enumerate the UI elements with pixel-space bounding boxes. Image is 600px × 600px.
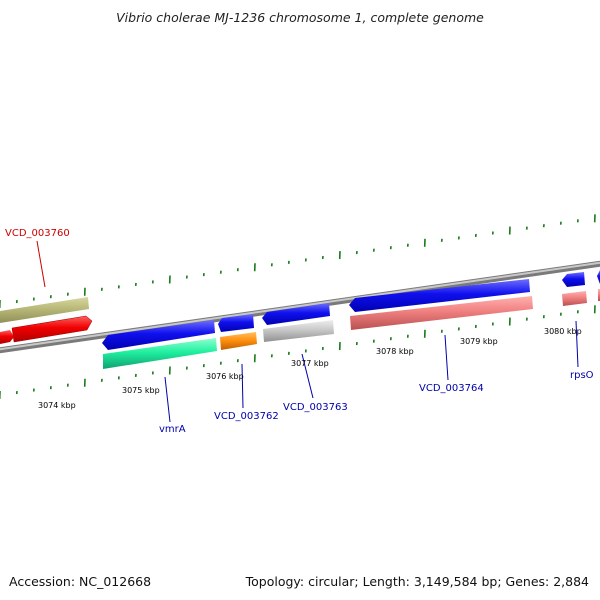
kbp-label: 3079 kbp xyxy=(460,337,498,346)
label-leaders xyxy=(36,240,579,423)
feature-mint[interactable] xyxy=(103,338,217,369)
kbp-labels: 3074 kbp 3075 kbp 3076 kbp 3077 kbp 3078… xyxy=(38,327,582,410)
gene-vmra[interactable] xyxy=(102,320,215,350)
tick-marks-outer xyxy=(0,214,596,309)
gene-label-rpso[interactable]: rpsO xyxy=(570,370,594,381)
kbp-label: 3080 kbp xyxy=(544,327,582,336)
kbp-label: 3076 kbp xyxy=(206,372,244,381)
gene-label-vcd-003763[interactable]: VCD_003763 xyxy=(283,402,348,413)
backbone xyxy=(0,260,600,354)
kbp-label: 3077 kbp xyxy=(291,359,329,368)
feature-gray[interactable] xyxy=(263,320,334,342)
topology-summary: Topology: circular; Length: 3,149,584 bp… xyxy=(245,574,589,589)
accession-text: Accession: NC_012668 xyxy=(9,574,152,589)
gene-vcd-003763[interactable] xyxy=(262,303,330,325)
gene-label-vcd-003764[interactable]: VCD_003764 xyxy=(419,383,484,394)
gene-olive-1[interactable] xyxy=(0,297,89,323)
gene-red-partial[interactable] xyxy=(0,330,14,344)
gene-vcd-003764[interactable] xyxy=(349,279,530,312)
gene-rpso[interactable] xyxy=(562,272,585,287)
gene-label-vcd-003762[interactable]: VCD_003762 xyxy=(214,411,279,422)
gene-label-vmra[interactable]: vmrA xyxy=(159,424,186,435)
map-title: Vibrio cholerae MJ-1236 chromosome 1, co… xyxy=(116,10,484,25)
gene-vcd-003762[interactable] xyxy=(218,314,254,332)
feature-salmon-2[interactable] xyxy=(562,291,587,306)
kbp-label: 3078 kbp xyxy=(376,347,414,356)
gene-labels: VCD_003760 vmrA VCD_003762 VCD_003763 VC… xyxy=(5,228,594,435)
feature-salmon-1[interactable] xyxy=(350,296,533,330)
kbp-label: 3074 kbp xyxy=(38,401,76,410)
gene-label-vcd-003760[interactable]: VCD_003760 xyxy=(5,228,70,239)
kbp-label: 3075 kbp xyxy=(122,386,160,395)
gene-vcd-003760[interactable] xyxy=(11,315,93,343)
tick-marks-inner xyxy=(0,305,596,400)
feature-orange[interactable] xyxy=(220,332,257,350)
gene-blue-partial[interactable] xyxy=(597,270,600,284)
